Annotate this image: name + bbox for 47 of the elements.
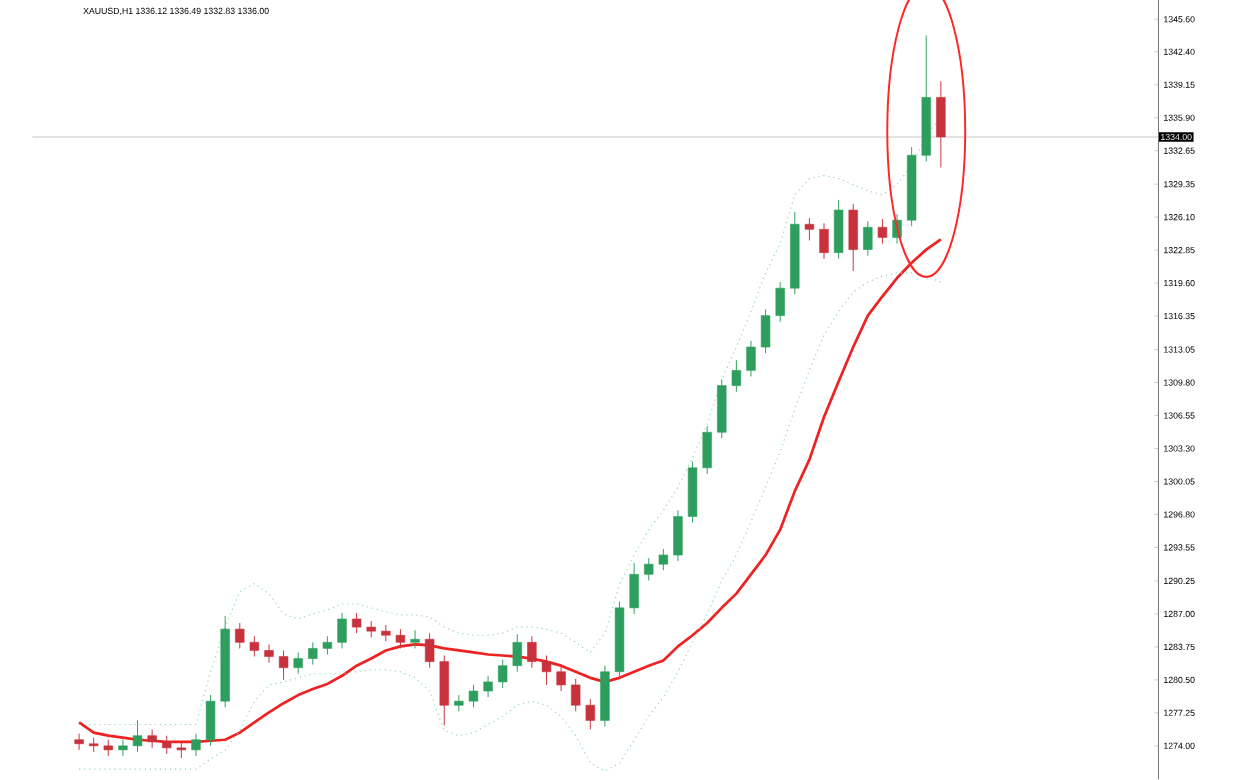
candlestick xyxy=(760,309,771,354)
candlestick xyxy=(644,557,654,582)
candlestick xyxy=(483,675,493,698)
candlestick xyxy=(731,360,742,393)
candlestick xyxy=(264,644,274,664)
candlestick xyxy=(673,510,683,562)
candlestick xyxy=(191,733,201,757)
candlestick xyxy=(278,650,289,681)
candlestick xyxy=(293,652,303,675)
candlestick xyxy=(877,219,888,245)
candlestick xyxy=(410,630,420,650)
candlestick xyxy=(717,379,727,440)
candlestick xyxy=(132,720,143,753)
candlestick xyxy=(512,634,522,673)
candlestick xyxy=(322,636,333,656)
candlestick xyxy=(468,684,479,709)
candlestick xyxy=(395,628,406,650)
candlestick xyxy=(848,203,858,272)
candlestick xyxy=(162,735,172,755)
candlestick xyxy=(863,221,873,257)
candlestick xyxy=(205,694,216,747)
candlestick xyxy=(658,548,669,572)
candlestick xyxy=(235,622,245,650)
candlestick xyxy=(585,699,595,731)
candlestick xyxy=(571,678,581,713)
candlestick xyxy=(118,739,128,757)
candlestick xyxy=(498,659,508,689)
candlestick xyxy=(819,223,829,260)
candlestick xyxy=(833,199,844,260)
candlestick xyxy=(804,218,815,242)
candlestick xyxy=(541,655,552,686)
candlestick xyxy=(454,694,464,713)
candlestick xyxy=(936,81,946,169)
candlestick xyxy=(629,563,639,615)
candlestick xyxy=(556,665,566,692)
candlestick xyxy=(337,612,347,650)
candlestick xyxy=(439,655,449,727)
candlestick xyxy=(147,729,157,749)
candlestick xyxy=(249,636,260,658)
candlestick xyxy=(775,281,785,323)
candlestick xyxy=(702,426,712,475)
candlestick xyxy=(424,633,435,669)
candlestick xyxy=(746,340,756,378)
candlestick xyxy=(351,612,362,635)
candlestick xyxy=(308,642,318,666)
candlestick xyxy=(74,733,84,751)
candlestick xyxy=(527,636,537,669)
